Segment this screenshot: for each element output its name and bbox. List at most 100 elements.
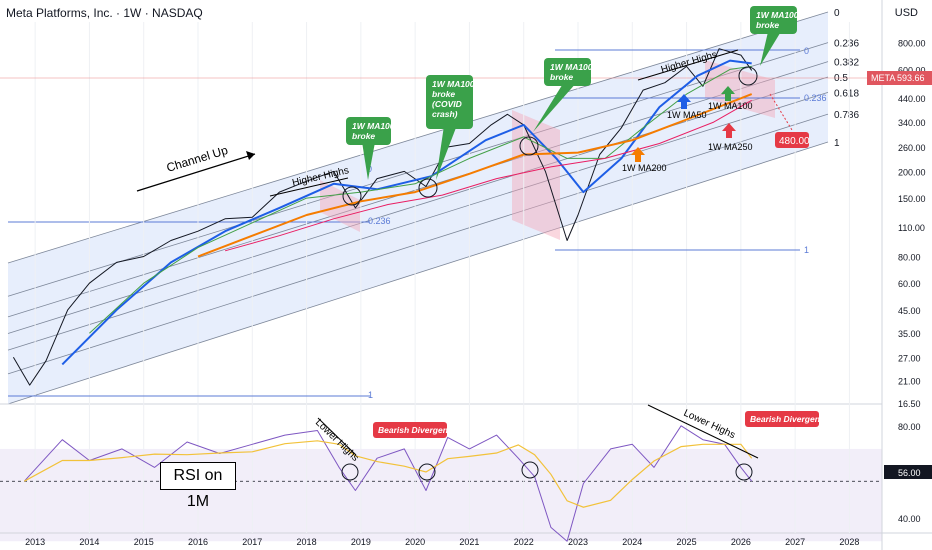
rsi-tag-value: 56.00 <box>898 468 921 478</box>
series-1w-ma200 <box>197 93 753 258</box>
callout-text: broke <box>550 72 573 82</box>
x-tick-label: 2022 <box>514 537 534 547</box>
bearish-divergence-label: Bearish Divergence <box>750 414 830 424</box>
channel-level-label: 0 <box>834 8 840 19</box>
x-tick-label: 2019 <box>351 537 371 547</box>
x-tick-label: 2026 <box>731 537 751 547</box>
up-arrow <box>722 123 736 138</box>
y-tick-label: 440.00 <box>898 94 926 104</box>
x-tick-label: 2027 <box>785 537 805 547</box>
x-tick-label: 2015 <box>134 537 154 547</box>
fib-label: 1 <box>804 245 809 255</box>
channel-level-label: 0.382 <box>834 58 859 69</box>
callout-text: crash) <box>432 109 458 119</box>
callout-box <box>426 75 473 129</box>
currency-label: USD <box>894 7 918 19</box>
fib-label: 0.236 <box>804 93 827 103</box>
arrow-head <box>246 151 255 160</box>
marker-circle <box>738 66 758 86</box>
series-rsi-ma <box>24 440 753 508</box>
correction-zone <box>705 60 775 118</box>
x-tick-label: 2023 <box>568 537 588 547</box>
y-tick-label: 35.00 <box>898 329 921 339</box>
callout-box <box>544 58 591 86</box>
channel-line <box>7 76 829 334</box>
x-tick-label: 2018 <box>297 537 317 547</box>
rsi-band <box>0 448 882 542</box>
callout-text: broke <box>756 20 779 30</box>
series-1w-ma100 <box>89 65 752 334</box>
channel-line <box>7 113 829 375</box>
y-tick-label: 60.00 <box>898 279 921 289</box>
price-tag-symbol: META <box>871 73 895 83</box>
grid <box>34 22 850 533</box>
channel-level-label: 0.618 <box>834 88 859 99</box>
x-tick-label: 2017 <box>242 537 262 547</box>
callout-pointer <box>436 129 456 180</box>
channel-level-label: 0.236 <box>834 39 859 50</box>
rsi-label: RSI on 1M <box>160 462 236 510</box>
marker-circle <box>519 136 539 156</box>
rsi-tag <box>884 465 932 479</box>
y-tick-label: 260.00 <box>898 143 926 153</box>
channel-line <box>7 61 829 318</box>
up-arrow <box>631 147 645 162</box>
x-tick-label: 2013 <box>25 537 45 547</box>
higher-highs-line <box>637 49 739 81</box>
series-1w-ma250 <box>224 99 752 252</box>
y-tick-label: 340.00 <box>898 118 926 128</box>
y-tick-label: 600.00 <box>898 65 926 75</box>
y-tick-label: 200.00 <box>898 167 926 177</box>
rsi-marker-circle <box>341 463 359 481</box>
series-meta <box>12 48 753 386</box>
channel-up-arrow <box>136 153 256 192</box>
series-rsi <box>23 425 753 542</box>
channel-level-label: 0.5 <box>834 73 848 84</box>
channel-line <box>7 42 829 297</box>
rsi-tick-label: 40.00 <box>898 514 921 524</box>
x-tick-label: 2021 <box>459 537 479 547</box>
higher-highs-line <box>269 177 349 197</box>
bearish-divergence-box <box>373 422 447 438</box>
bearish-divergence-label: Bearish Divergence <box>378 425 458 435</box>
x-tick-label: 2025 <box>677 537 697 547</box>
callout-text: (COVID <box>432 99 462 109</box>
fib-label: 0.236 <box>368 216 391 226</box>
ma250-label: 1W MA250 <box>708 142 753 152</box>
callout-text: 1W MA100 <box>756 10 799 20</box>
rsi-marker-circle <box>521 461 539 479</box>
x-tick-label: 2016 <box>188 537 208 547</box>
price-tag-value: 593.66 <box>897 73 925 83</box>
channel-up-label: Channel Up <box>165 143 230 175</box>
y-tick-label: 800.00 <box>898 39 926 49</box>
callout-text: 1W MA100 <box>432 79 475 89</box>
channel-level-label: 1 <box>834 138 840 149</box>
fib-label: 1 <box>368 390 373 400</box>
y-tick-label: 45.00 <box>898 306 921 316</box>
callout-text: 1W MA100 <box>352 121 395 131</box>
up-arrow <box>677 94 691 109</box>
callout-box <box>750 6 797 34</box>
ma50-label: 1W MA50 <box>667 110 707 120</box>
callout-text: broke <box>352 131 375 141</box>
rsi-marker-circle <box>735 463 753 481</box>
x-tick-label: 2028 <box>839 537 859 547</box>
target-connector <box>769 93 793 131</box>
lower-highs-label: Lower Highs <box>682 408 737 441</box>
correction-zone <box>512 110 560 240</box>
fib-label: 0 <box>804 46 809 56</box>
channel-line <box>7 91 829 351</box>
ma100-label: 1W MA100 <box>708 101 753 111</box>
rsi-tick-label: 80.00 <box>898 422 921 432</box>
callout-pointer <box>362 145 375 180</box>
target-box <box>775 132 809 148</box>
y-tick-label: 80.00 <box>898 252 921 262</box>
y-tick-label: 27.00 <box>898 353 921 363</box>
callout-pointer <box>760 34 780 66</box>
rsi-panel <box>0 403 932 542</box>
y-tick-label: 110.00 <box>898 223 925 233</box>
lower-highs-line <box>647 404 759 459</box>
